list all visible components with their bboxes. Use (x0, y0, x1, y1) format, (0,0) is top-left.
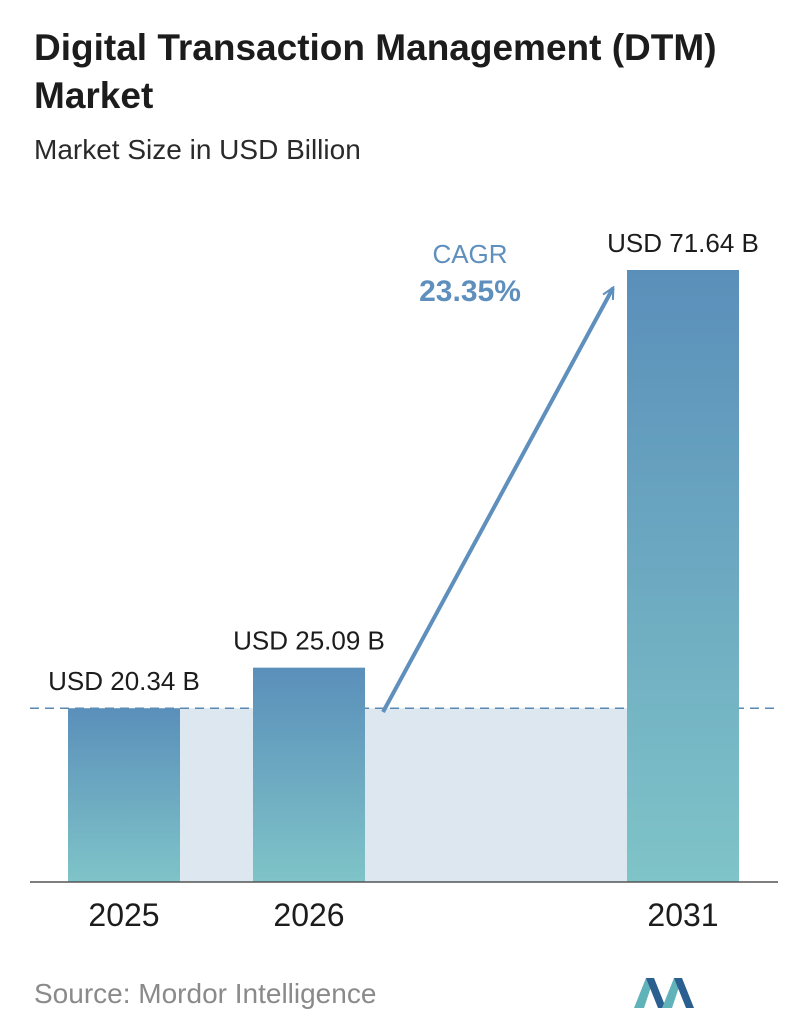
x-tick-label-2031: 2031 (647, 897, 718, 933)
value-label-2026: USD 25.09 B (233, 626, 385, 656)
cagr-arrow (381, 288, 615, 713)
bar-2031 (627, 270, 739, 882)
bar-2026 (253, 667, 365, 882)
source-note: Source: Mordor Intelligence (34, 978, 377, 1009)
mordor-intelligence-logo (634, 978, 694, 1008)
x-tick-label-2026: 2026 (273, 897, 344, 933)
value-label-2031: USD 71.64 B (607, 228, 759, 258)
chart-subtitle: Market Size in USD Billion (34, 134, 361, 165)
bar-2025 (68, 708, 180, 882)
x-tick-label-2025: 2025 (88, 897, 159, 933)
chart-title: Digital Transaction Management (DTM) Mar… (34, 27, 717, 116)
cagr-label: CAGR (432, 239, 507, 269)
value-label-2025: USD 20.34 B (48, 666, 200, 696)
cagr-value: 23.35% (419, 275, 521, 308)
